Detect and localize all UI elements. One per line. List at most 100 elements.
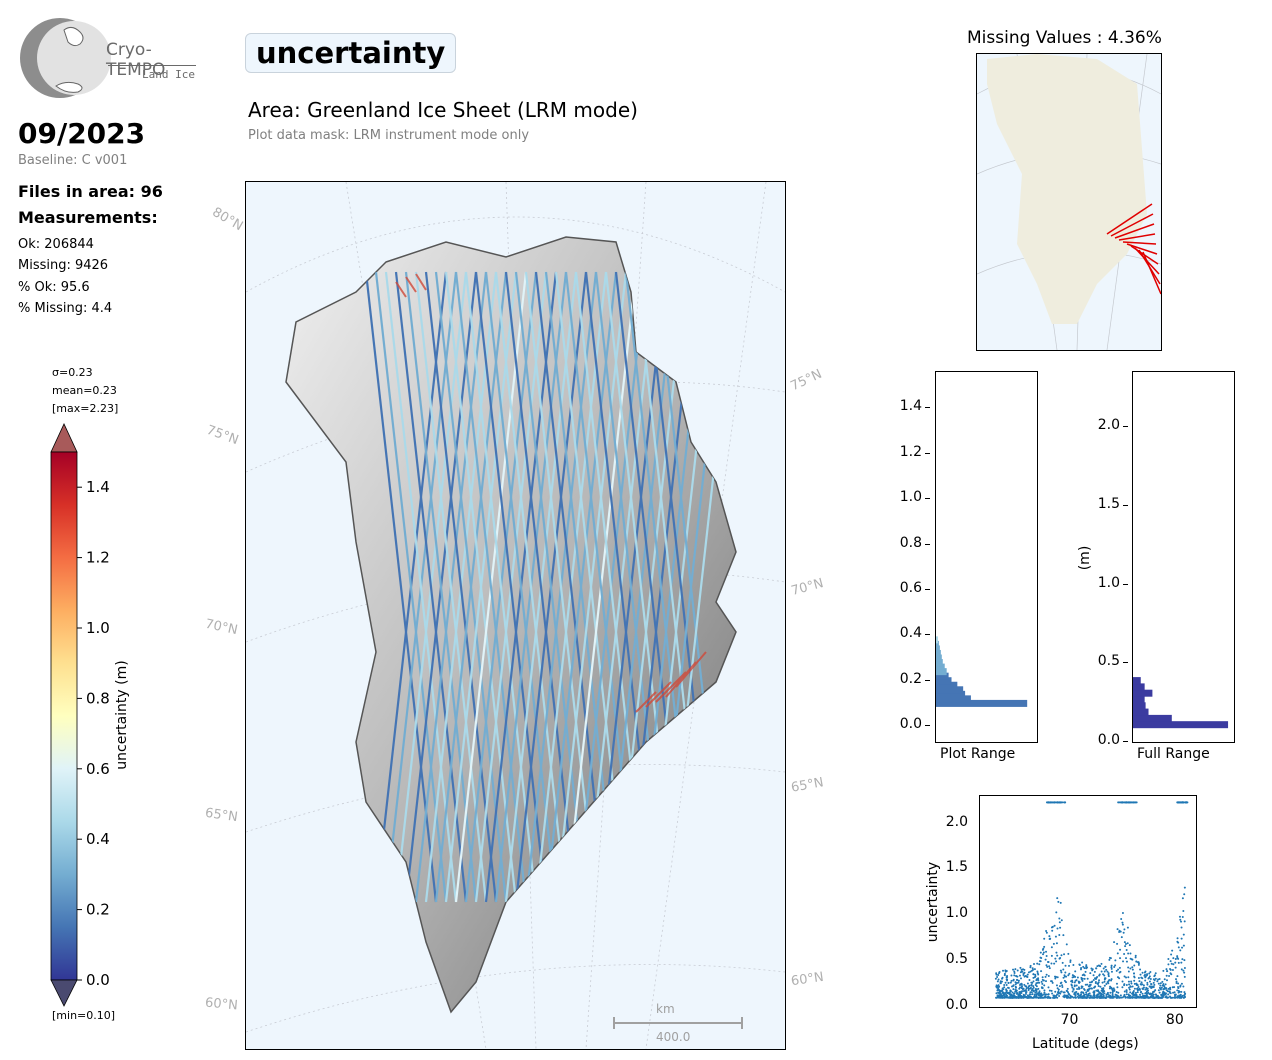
scatter-point xyxy=(1132,991,1135,994)
scatter-point xyxy=(1176,801,1179,804)
track-line xyxy=(434,271,508,903)
scatter-point xyxy=(1011,996,1014,999)
missing-tracks xyxy=(1106,203,1161,295)
scatter-point xyxy=(1064,971,1067,974)
hist-tick-label: 0.2 xyxy=(899,670,922,687)
scatter-point xyxy=(1148,992,1151,995)
scatter-point xyxy=(1011,994,1014,997)
scatter-point xyxy=(1171,949,1174,952)
scatter-point xyxy=(1162,995,1165,998)
scatter-point xyxy=(1008,995,1011,998)
scatter-point xyxy=(1016,979,1019,982)
scatter-point xyxy=(1121,801,1124,804)
scatter-point xyxy=(1051,929,1054,932)
scatter-point xyxy=(1061,984,1064,987)
scatter-point xyxy=(1068,964,1071,967)
scatter-point xyxy=(1005,976,1008,979)
colorbar-label: uncertainty (m) xyxy=(114,660,130,770)
scatter-point xyxy=(1047,960,1050,963)
scatter-point xyxy=(1132,972,1135,975)
scatter-point xyxy=(1179,995,1182,998)
scatter-point xyxy=(1016,975,1019,978)
scatter-point xyxy=(1074,979,1077,982)
scatter-point xyxy=(1015,992,1018,995)
track-line xyxy=(424,271,498,903)
scatter-point xyxy=(1109,985,1112,988)
scatter-point xyxy=(1134,991,1137,994)
track-line xyxy=(514,271,588,903)
scatter-point xyxy=(1138,980,1141,983)
scatter-point xyxy=(1133,987,1136,990)
scale-bar xyxy=(613,1017,743,1029)
scatter-point xyxy=(1116,942,1119,945)
colorbar-tick-label: 0.6 xyxy=(86,760,110,778)
scatter-point xyxy=(1056,927,1059,930)
scatter-point xyxy=(1069,961,1072,964)
scatter-point xyxy=(1098,979,1101,982)
scatter-point xyxy=(1178,990,1181,993)
hist-bar xyxy=(936,645,940,653)
scatter-point xyxy=(1005,978,1008,981)
scatter-point xyxy=(1043,984,1046,987)
scatter-point xyxy=(1128,983,1131,986)
scatter-point xyxy=(1086,977,1089,980)
hist-tick-mark xyxy=(1123,583,1128,585)
scatter-point xyxy=(1121,912,1124,915)
scatter-point xyxy=(1154,972,1157,975)
colorbar-tick-label: 1.2 xyxy=(86,549,110,567)
hist-bar xyxy=(936,649,941,657)
scatter-point xyxy=(1005,970,1008,973)
scatter-point xyxy=(1029,964,1032,967)
scatter-point xyxy=(1053,994,1056,997)
missing-track xyxy=(1110,213,1154,237)
colorbar-tick-label: 1.4 xyxy=(86,478,110,496)
scatter-point xyxy=(999,994,1002,997)
scatter-point xyxy=(1156,994,1159,997)
scatter-point xyxy=(1011,991,1014,994)
pct-ok: % Ok: 95.6 xyxy=(18,280,90,295)
scatter-point xyxy=(1182,969,1185,972)
scatter-point xyxy=(1086,994,1089,997)
scatter-point xyxy=(1176,989,1179,992)
files-label: Files in area: 96 xyxy=(18,182,163,201)
scatter-point xyxy=(1003,983,1006,986)
scatter-point xyxy=(1024,974,1027,977)
scatter-point xyxy=(1042,951,1045,954)
hist-tick-mark xyxy=(925,725,930,727)
scatter-point xyxy=(1080,978,1083,981)
scatter-point xyxy=(1131,985,1134,988)
scatter-point xyxy=(1031,967,1034,970)
scatter-point xyxy=(1056,987,1059,990)
scatter-point xyxy=(1169,968,1172,971)
scatter-point xyxy=(1024,991,1027,994)
scatter-point xyxy=(1004,981,1007,984)
scatter-point xyxy=(1063,801,1066,804)
scatter-point xyxy=(1180,996,1183,999)
scatter-point xyxy=(1101,993,1104,996)
scatter-point xyxy=(1120,918,1123,921)
scatter-point xyxy=(1130,958,1133,961)
scatter-point xyxy=(1090,981,1093,984)
scatter-point xyxy=(1040,992,1043,995)
scatter-point xyxy=(1019,977,1022,980)
scatter-point xyxy=(1136,991,1139,994)
scatter-point xyxy=(1012,992,1015,995)
scatter-point xyxy=(1181,915,1184,918)
scatter-point xyxy=(1139,973,1142,976)
scatter-point xyxy=(1058,985,1061,988)
scatter-point xyxy=(1055,911,1058,914)
scatter-point xyxy=(1110,964,1113,967)
scatter-point xyxy=(996,985,999,988)
scatter-point xyxy=(1001,977,1004,980)
scatter-point xyxy=(1106,993,1109,996)
scatter-point xyxy=(1091,996,1094,999)
scale-bar-unit: km xyxy=(656,1002,675,1016)
scatter-point xyxy=(1117,801,1120,804)
hist-bar xyxy=(936,686,964,694)
track-line xyxy=(484,271,558,903)
scatter-point xyxy=(1044,980,1047,983)
scatter-point xyxy=(1050,801,1053,804)
scatter-point xyxy=(1167,996,1170,999)
scatter-point xyxy=(1140,996,1143,999)
scatter-point xyxy=(1122,931,1125,934)
